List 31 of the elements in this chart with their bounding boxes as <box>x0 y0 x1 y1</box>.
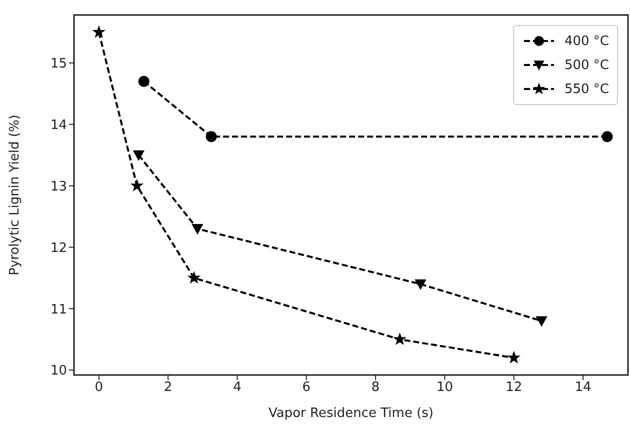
y-tick-label: 12 <box>50 240 67 256</box>
point <box>131 180 143 191</box>
x-tick-label: 2 <box>164 380 172 396</box>
point <box>415 279 426 290</box>
y-axis-title: Pyrolytic Lignin Yield (%) <box>8 114 23 276</box>
point <box>602 131 613 142</box>
legend-label: 550 °C <box>564 82 609 96</box>
legend-label: 400 °C <box>564 34 609 48</box>
y-tick-label: 13 <box>50 179 67 194</box>
x-tick-label: 10 <box>436 380 453 396</box>
point <box>192 224 203 234</box>
point <box>536 316 548 326</box>
point <box>188 272 200 283</box>
x-tick-label: 0 <box>94 380 104 396</box>
x-tick-label: 4 <box>233 380 242 396</box>
y-tick-label: 14 <box>50 118 67 133</box>
x-axis-title: Vapor Residence Time (s) <box>268 406 434 421</box>
x-tick-label: 14 <box>574 380 592 396</box>
point <box>133 150 144 160</box>
y-tick-label: 11 <box>50 302 67 318</box>
point <box>508 352 520 363</box>
point <box>206 131 217 142</box>
point <box>394 333 406 344</box>
x-tick-label: 8 <box>371 380 380 396</box>
y-tick-label: 15 <box>50 56 67 72</box>
x-tick-label: 12 <box>506 380 522 396</box>
point <box>138 76 150 87</box>
y-tick-label: 10 <box>50 364 67 379</box>
point <box>93 26 105 38</box>
x-tick-label: 6 <box>302 380 311 396</box>
legend-label: 500 °C <box>564 58 609 72</box>
